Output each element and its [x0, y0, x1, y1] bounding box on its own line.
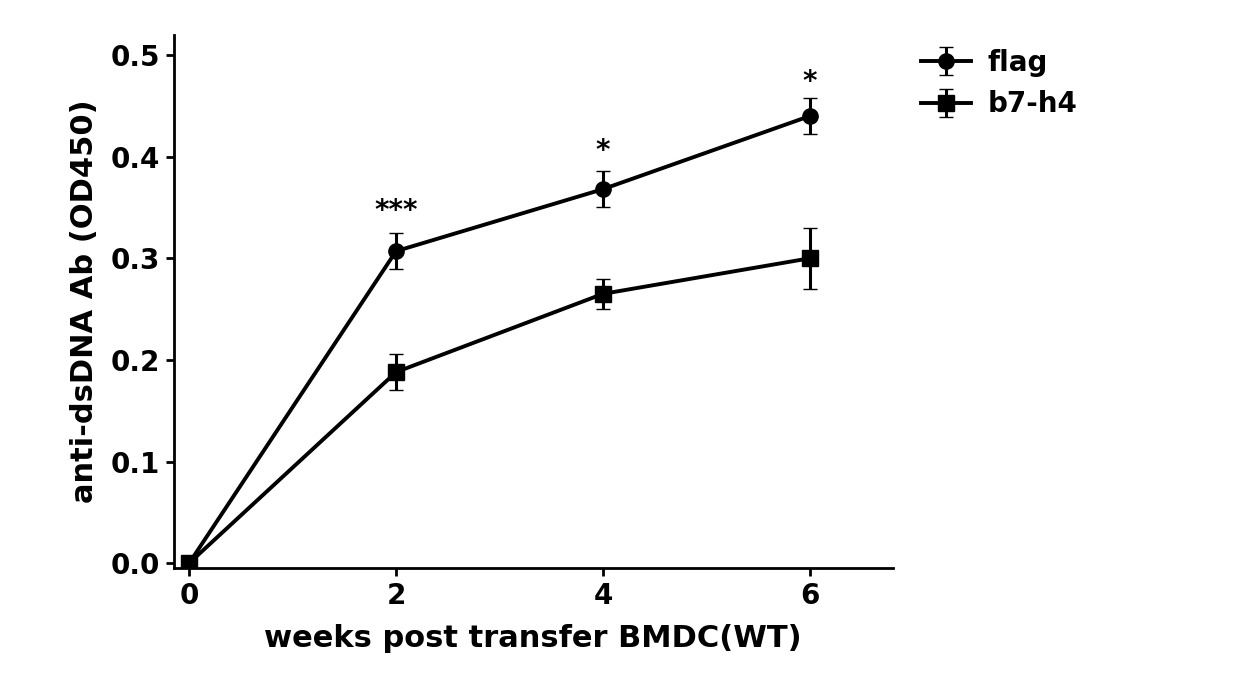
- Text: *: *: [595, 137, 610, 165]
- X-axis label: weeks post transfer BMDC(WT): weeks post transfer BMDC(WT): [264, 624, 802, 653]
- Text: ***: ***: [374, 197, 418, 225]
- Text: *: *: [802, 68, 817, 96]
- Y-axis label: anti-dsDNA Ab (OD450): anti-dsDNA Ab (OD450): [71, 100, 99, 503]
- Legend: flag, b7-h4: flag, b7-h4: [921, 49, 1078, 119]
